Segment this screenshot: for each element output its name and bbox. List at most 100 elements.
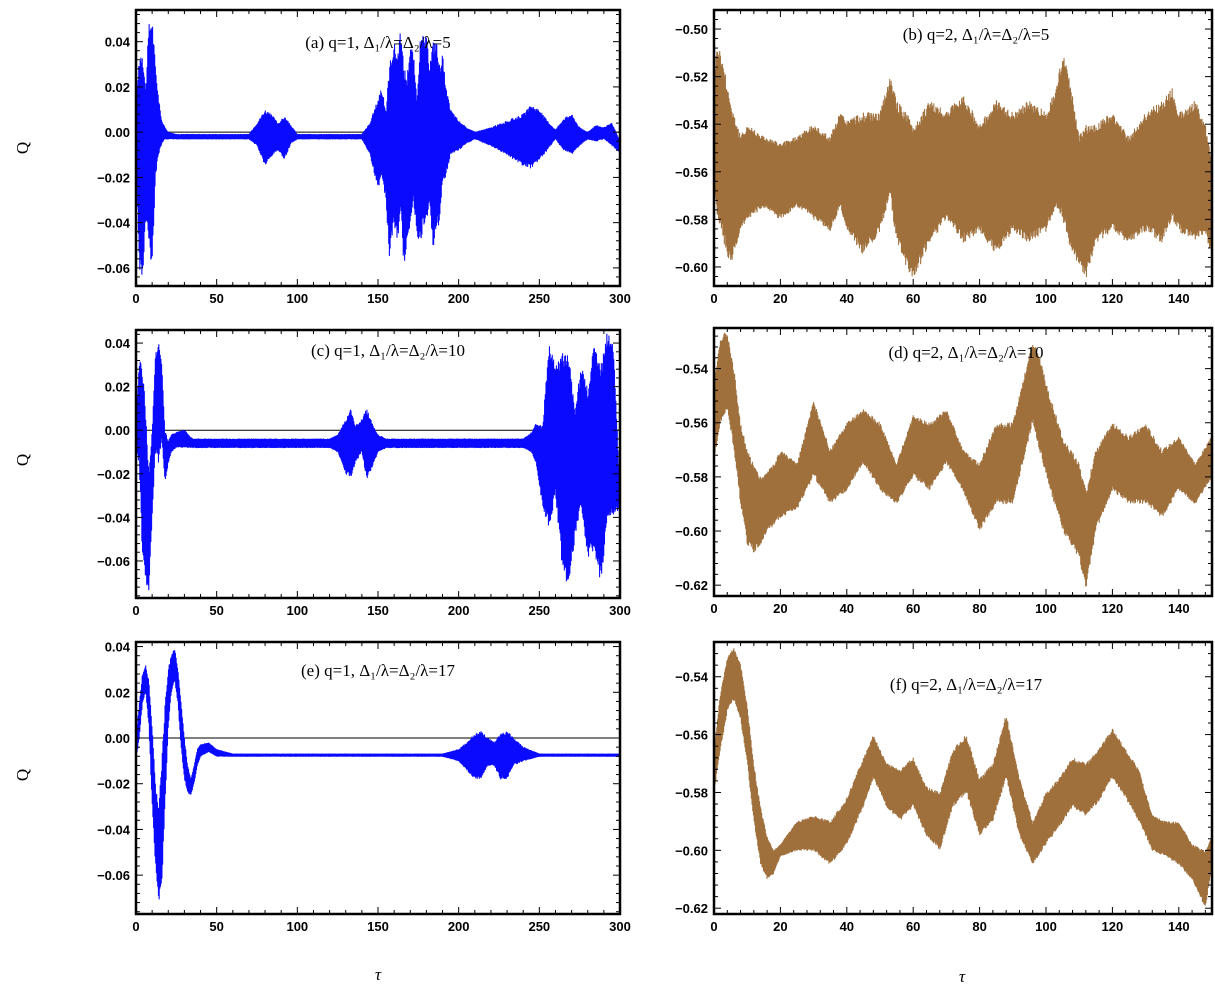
x-tick-label: 0 [132,919,139,934]
xlabel-right: τ [959,967,966,986]
x-tick-label: 60 [906,919,920,934]
x-tick-label: 100 [1035,291,1057,306]
panel-f: 0 20 40 60 80 100 120 140 −0.62 −0.60 −0.58 −0.56 −0… [675,640,1214,934]
y-tick-label: −0.50 [675,22,708,37]
x-tick-label: 250 [528,919,550,934]
x-tick-label: 200 [448,919,470,934]
y-tick-label: −0.52 [675,70,708,85]
panel-title: (b) q=2, Δ₁/λ=Δ₂/λ=5 [903,25,1049,44]
y-tick-label: −0.06 [97,868,130,883]
x-tick-label: 0 [132,291,139,306]
x-tick-label: 0 [710,601,717,616]
x-tick-label: 250 [528,603,550,618]
x-tick-label: 150 [367,291,389,306]
y-tick-label: −0.54 [675,117,709,132]
y-tick-label: 0.04 [105,35,131,50]
x-tick-label: 40 [840,601,854,616]
x-tick-label: 250 [528,291,550,306]
series-line [135,23,621,275]
panel-a: 0 50 100 150 200 250 300 −0.06 −0.04 −0.02 0.00 0.0… [97,8,631,306]
x-tick-label: 300 [609,603,631,618]
x-tick-label: 0 [710,291,717,306]
y-tick-label: 0.00 [105,423,130,438]
ylabel-row-2: Q [13,454,32,466]
x-tick-label: 150 [367,919,389,934]
y-tick-label: −0.04 [97,822,131,837]
x-tick-label: 60 [906,291,920,306]
y-tick-label: 0.02 [105,380,130,395]
panel-title: (c) q=1, Δ₁/λ=Δ₂/λ=10 [311,341,465,360]
series-line [713,648,1213,906]
panel-d: 0 20 40 60 80 100 120 140 −0.62 −0.60 −0.58 −0.56 −0… [675,326,1214,616]
x-tick-label: 80 [972,601,986,616]
y-tick-label: −0.04 [97,510,131,525]
y-tick-label: −0.54 [675,670,709,685]
ylabel-row-3: Q [13,769,32,781]
x-tick-label: 140 [1168,601,1190,616]
x-tick-label: 100 [1035,601,1057,616]
x-tick-label: 60 [906,601,920,616]
y-tick-label: −0.02 [97,170,130,185]
plot-frame [712,640,1214,916]
y-tick-label: 0.00 [105,125,130,140]
x-tick-label: 120 [1102,601,1124,616]
plot-frame [712,326,1214,598]
panel-b: 0 20 40 60 80 100 120 140 −0.60 −0.58 −0.56 −0.54 −0… [675,8,1214,306]
plot-frame [712,8,1214,288]
x-tick-label: 0 [132,603,139,618]
y-tick-label: −0.04 [97,216,131,231]
y-tick-label: −0.58 [675,470,708,485]
series-line [713,332,1213,587]
x-tick-label: 200 [448,291,470,306]
y-tick-label: −0.60 [675,260,708,275]
x-tick-label: 300 [609,919,631,934]
x-tick-label: 40 [840,919,854,934]
y-tick-label: −0.62 [675,901,708,916]
x-tick-label: 40 [840,291,854,306]
x-tick-label: 80 [972,919,986,934]
y-tick-label: 0.04 [105,336,131,351]
panel-title: (a) q=1, Δ₁/λ=Δ₂/λ=5 [305,33,451,52]
y-tick-label: 0.02 [105,80,130,95]
x-tick-label: 120 [1102,291,1124,306]
y-tick-label: 0.04 [105,640,131,655]
x-tick-label: 20 [773,291,787,306]
x-tick-label: 100 [1035,919,1057,934]
panel-e: 0 50 100 150 200 250 300 −0.06 −0.04 −0.02 0.00 0.0… [97,640,631,934]
y-tick-label: −0.02 [97,467,130,482]
y-tick-label: 0.00 [105,731,130,746]
y-tick-label: −0.58 [675,785,708,800]
x-tick-label: 50 [209,603,223,618]
panel-title: (f) q=2, Δ₁/λ=Δ₂/λ=17 [890,675,1043,694]
series-line [713,51,1213,278]
x-tick-label: 200 [448,603,470,618]
y-tick-label: −0.06 [97,554,130,569]
x-tick-label: 300 [609,291,631,306]
x-tick-label: 50 [209,291,223,306]
y-tick-label: −0.60 [675,524,708,539]
panel-title: (e) q=1, Δ₁/λ=Δ₂/λ=17 [301,661,456,680]
y-tick-label: −0.62 [675,578,708,593]
y-tick-label: −0.60 [675,843,708,858]
y-tick-label: −0.56 [675,728,708,743]
x-tick-label: 140 [1168,291,1190,306]
y-tick-label: −0.02 [97,777,130,792]
x-tick-label: 100 [286,603,308,618]
y-tick-label: −0.58 [675,212,708,227]
x-tick-label: 100 [286,919,308,934]
plot-frame [134,640,622,916]
ylabel-row-1: Q [13,142,32,154]
x-tick-label: 50 [209,919,223,934]
x-tick-label: 120 [1102,919,1124,934]
x-tick-label: 150 [367,603,389,618]
series-line [135,333,621,591]
x-tick-label: 20 [773,601,787,616]
x-tick-label: 140 [1168,919,1190,934]
panel-title: (d) q=2, Δ₁/λ=Δ₂/λ=10 [889,343,1044,362]
xlabel-left: τ [375,965,382,984]
x-tick-label: 100 [286,291,308,306]
x-tick-label: 80 [972,291,986,306]
series-line [135,650,621,900]
y-tick-label: −0.06 [97,261,130,276]
